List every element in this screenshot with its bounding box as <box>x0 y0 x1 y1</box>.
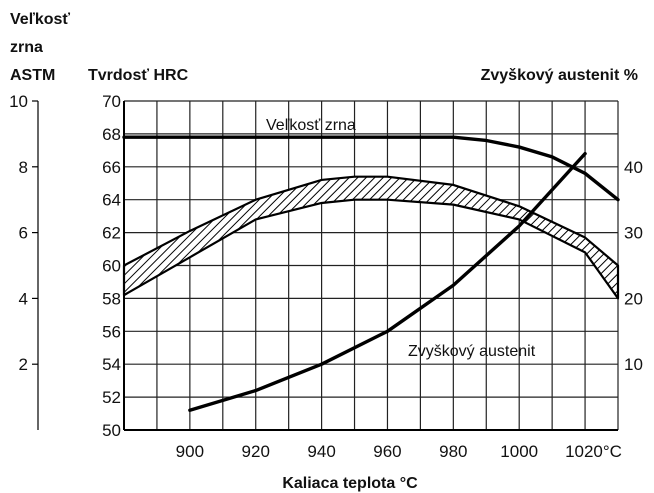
austenite-tick-label: 10 <box>624 355 643 374</box>
grain-tick-label: 10 <box>9 92 28 111</box>
x-tick-label: 980 <box>439 442 467 461</box>
grain-axis-title-line-3: ASTM <box>10 67 55 84</box>
hardness-axis-title: Tvrdosť HRC <box>88 67 189 84</box>
hardness-tick-label: 50 <box>102 421 121 440</box>
grain-axis-title-line-2: zrna <box>10 39 43 56</box>
x-tick-label: 960 <box>373 442 401 461</box>
annotation-retained-austenite: Zvyškový austenit <box>408 343 536 360</box>
hardness-tick-label: 54 <box>102 355 121 374</box>
annotation-grain-size: Veľkosť zrna <box>266 117 356 134</box>
hardness-tick-label: 58 <box>102 289 121 308</box>
x-axis-title: Kaliaca teplota °C <box>282 475 418 492</box>
x-tick-label: 1000 <box>500 442 538 461</box>
grain-tick-label: 2 <box>19 355 28 374</box>
austenite-tick-label: 40 <box>624 158 643 177</box>
hardness-tick-label: 56 <box>102 322 121 341</box>
grain-tick-label: 6 <box>19 224 28 243</box>
x-tick-label: 940 <box>307 442 335 461</box>
austenite-axis-title: Zvyškový austenit % <box>481 67 638 84</box>
hardness-tick-label: 70 <box>102 92 121 111</box>
austenite-tick-label: 20 <box>624 289 643 308</box>
x-tick-label: 920 <box>242 442 270 461</box>
hardness-tick-label: 52 <box>102 388 121 407</box>
series-line-grain-size <box>122 135 620 202</box>
hardness-band <box>122 175 620 300</box>
hardness-tick-label: 62 <box>102 224 121 243</box>
hardness-tick-label: 64 <box>102 191 121 210</box>
hardness-band-layer <box>122 175 620 300</box>
hardness-tick-label: 60 <box>102 257 121 276</box>
series-layer <box>122 135 620 412</box>
austenite-tick-label: 30 <box>624 224 643 243</box>
hardness-tick-label: 68 <box>102 125 121 144</box>
x-tick-label: 900 <box>176 442 204 461</box>
grain-axis-title-line-1: Veľkosť <box>10 11 70 28</box>
grid <box>123 100 619 431</box>
grain-tick-label: 4 <box>19 289 28 308</box>
hardness-tick-label: 66 <box>102 158 121 177</box>
grain-tick-label: 8 <box>19 158 28 177</box>
series-line-retained-austenite <box>188 151 587 412</box>
x-tick-label: 1020°C <box>565 442 622 461</box>
